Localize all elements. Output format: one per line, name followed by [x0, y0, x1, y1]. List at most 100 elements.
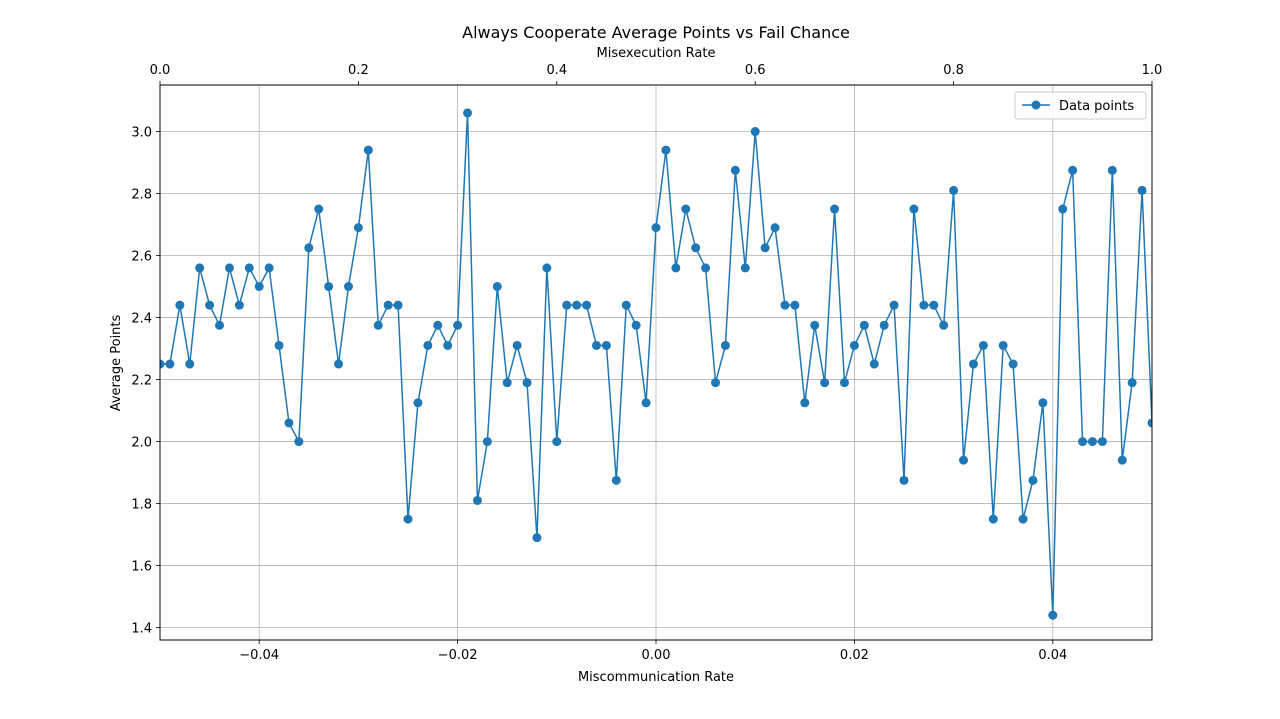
top-axis-label: Misexecution Rate: [597, 46, 716, 61]
data-point: [353, 223, 363, 233]
data-point: [790, 300, 800, 310]
y-tick-label: 1.6: [131, 560, 152, 575]
data-point: [631, 320, 641, 330]
data-point: [978, 340, 988, 350]
data-point: [681, 204, 691, 214]
top-tick-label: 0.8: [943, 63, 964, 78]
data-point: [492, 282, 502, 292]
y-tick-label: 2.4: [131, 312, 152, 327]
data-point: [224, 263, 234, 273]
data-point: [919, 300, 929, 310]
top-tick-label: 1.0: [1142, 63, 1163, 78]
data-point: [711, 378, 721, 388]
data-point: [443, 340, 453, 350]
series-layer: [160, 108, 1152, 620]
data-point: [959, 455, 969, 465]
data-point: [482, 437, 492, 447]
data-point: [968, 359, 978, 369]
data-point: [205, 300, 215, 310]
chart-title: Always Cooperate Average Points vs Fail …: [462, 23, 850, 42]
data-point: [294, 437, 304, 447]
data-point: [234, 300, 244, 310]
x-tick-label: −0.02: [438, 648, 478, 663]
data-point: [160, 359, 165, 369]
data-point: [820, 378, 830, 388]
data-point: [611, 475, 621, 485]
top-tick-label: 0.2: [348, 63, 369, 78]
top-tick-label: 0.0: [150, 63, 171, 78]
data-point: [1018, 514, 1028, 524]
x-tick-label: 0.02: [840, 648, 869, 663]
x-tick-label: −0.04: [239, 648, 279, 663]
data-point: [383, 300, 393, 310]
data-point: [909, 204, 919, 214]
data-point: [542, 263, 552, 273]
y-tick-label: 2.0: [131, 436, 152, 451]
data-point: [572, 300, 582, 310]
data-point: [720, 340, 730, 350]
data-point: [175, 300, 185, 310]
data-point: [1038, 398, 1048, 408]
data-point: [701, 263, 711, 273]
data-point: [740, 263, 750, 273]
y-tick-label: 1.4: [131, 622, 152, 637]
data-point: [314, 204, 324, 214]
data-point: [562, 300, 572, 310]
data-point: [810, 320, 820, 330]
data-point: [393, 300, 403, 310]
top-tick-label: 0.4: [546, 63, 567, 78]
data-point: [988, 514, 998, 524]
data-point: [889, 300, 899, 310]
y-tick-label: 2.8: [131, 188, 152, 203]
data-point: [502, 378, 512, 388]
data-point: [195, 263, 205, 273]
data-point: [1107, 165, 1117, 175]
data-point: [929, 300, 939, 310]
data-point: [215, 320, 225, 330]
data-point: [453, 320, 463, 330]
data-point: [830, 204, 840, 214]
data-point: [760, 243, 770, 253]
data-point: [591, 340, 601, 350]
data-point: [949, 185, 959, 195]
data-point: [621, 300, 631, 310]
legend-label: Data points: [1059, 99, 1134, 114]
data-point: [1137, 185, 1147, 195]
data-point: [334, 359, 344, 369]
data-point: [1097, 437, 1107, 447]
data-point: [1048, 610, 1058, 620]
data-point: [641, 398, 651, 408]
x-axis-label: Miscommunication Rate: [578, 670, 734, 685]
data-point: [1008, 359, 1018, 369]
data-point: [879, 320, 889, 330]
data-point: [780, 300, 790, 310]
data-point: [1068, 165, 1078, 175]
y-axis-label: Average Points: [109, 314, 124, 411]
data-point: [413, 398, 423, 408]
y-tick-label: 2.2: [131, 374, 152, 389]
data-point: [264, 263, 274, 273]
data-point: [859, 320, 869, 330]
data-point: [244, 263, 254, 273]
data-point: [671, 263, 681, 273]
data-point: [363, 145, 373, 155]
data-point: [185, 359, 195, 369]
data-point: [1127, 378, 1137, 388]
x-tick-label: 0.00: [642, 648, 671, 663]
x-tick-label: 0.04: [1038, 648, 1067, 663]
data-point: [1117, 455, 1127, 465]
data-point: [939, 320, 949, 330]
y-tick-label: 3.0: [131, 126, 152, 141]
y-tick-label: 1.8: [131, 498, 152, 513]
y-tick-label: 2.6: [131, 250, 152, 265]
gridlines: [160, 85, 1152, 640]
series-group: [160, 108, 1152, 620]
data-point: [582, 300, 592, 310]
data-point: [463, 108, 473, 118]
data-point: [998, 340, 1008, 350]
data-point: [1058, 204, 1068, 214]
axis-ticks: −0.04 −0.02 0.00 0.02 0.04 0.0 0.2 0.4 0.6 0.8 1.0…: [131, 63, 1162, 663]
data-point: [304, 243, 314, 253]
data-point: [869, 359, 879, 369]
